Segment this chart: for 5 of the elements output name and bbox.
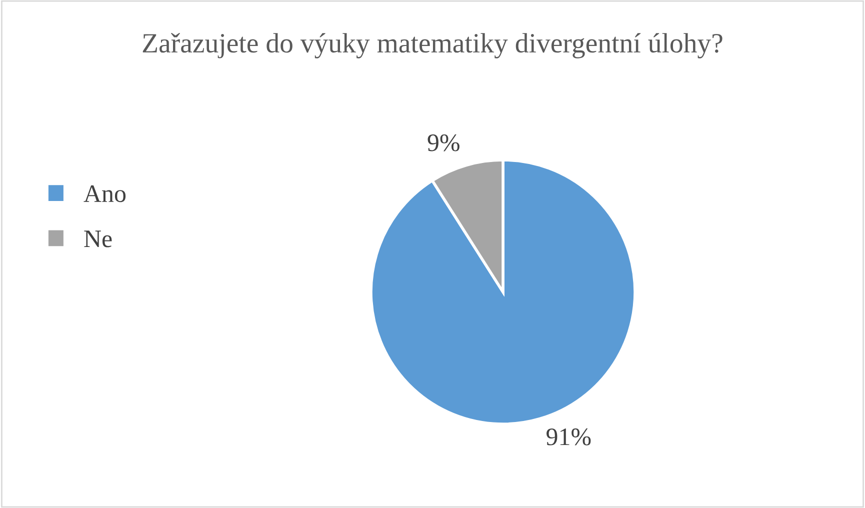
data-label: 91% — [546, 428, 591, 446]
chart-title: Zařazujete do výuky matematiky divergentní úlohy? — [142, 33, 722, 58]
legend-label: Ano — [84, 185, 126, 202]
legend-label: Ne — [84, 230, 112, 248]
data-label: 9% — [428, 134, 460, 152]
